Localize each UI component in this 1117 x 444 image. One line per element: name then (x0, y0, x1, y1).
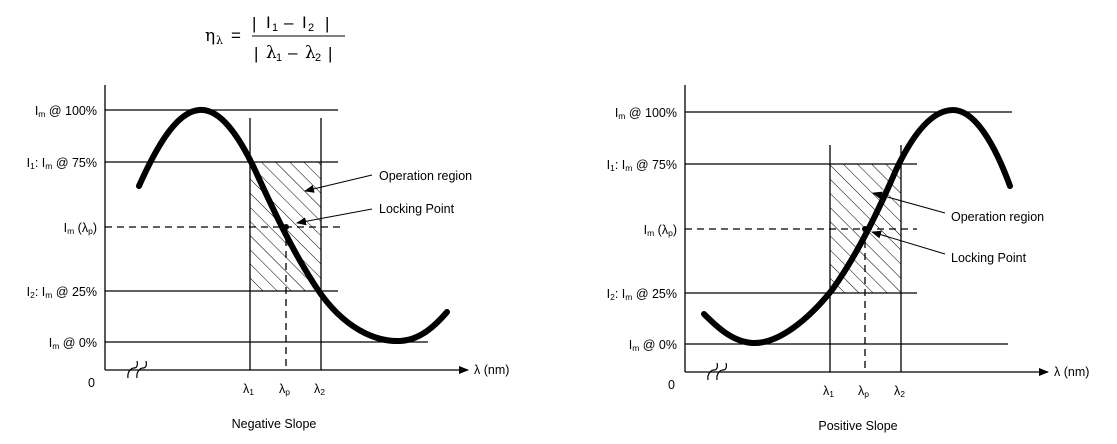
level-label-0: Im @ 0% (629, 338, 677, 353)
numerator-minus: – (284, 13, 294, 32)
tick-label-lambda-p: λp (858, 384, 869, 399)
formula-lhs-symbol: η (205, 26, 215, 46)
panel-negative-slope: Operation region Locking Point Im @ 100%… (27, 85, 509, 431)
numerator-term-a: I (266, 13, 271, 32)
operation-region-arrow (872, 191, 946, 214)
level-label-25: I2: Im @ 25% (607, 287, 677, 302)
level-label-75: I1: Im @ 75% (27, 156, 97, 171)
numerator-bar-left: | (252, 14, 256, 33)
x-axis-label: λ (nm) (1054, 365, 1089, 379)
numerator-term-b-sub: 2 (308, 22, 314, 34)
tick-label-lambda2: λ2 (314, 382, 325, 397)
tick-label-lambda1: λ1 (243, 382, 254, 397)
operation-region-label: Operation region (379, 169, 472, 183)
numerator-term-a-sub: 1 (272, 22, 278, 34)
formula-equals: = (231, 26, 241, 45)
locking-point-arrow (296, 208, 373, 226)
level-label-75: I1: Im @ 75% (607, 158, 677, 173)
level-label-0: Im @ 0% (49, 336, 97, 351)
level-label-lambda-p: Im (λp) (64, 221, 97, 236)
denominator-term-a: λ (266, 43, 277, 63)
denominator-minus: – (288, 43, 298, 62)
response-curve (701, 106, 1013, 347)
denominator-bar-right: | (328, 44, 332, 63)
locking-point-label: Locking Point (379, 202, 455, 216)
locking-point-marker (862, 226, 868, 232)
level-label-100: Im @ 100% (615, 106, 677, 121)
locking-point-arrow (871, 230, 946, 255)
level-label-100: Im @ 100% (35, 104, 97, 119)
numerator-term-b: I (302, 13, 307, 32)
axis-break-mark-2 (716, 362, 727, 381)
panel-positive-slope: Operation region Locking Point Im @ 100%… (607, 85, 1089, 433)
axis-break-mark-1 (707, 362, 718, 381)
locking-point-marker (283, 224, 289, 230)
denominator-bar-left: | (254, 44, 258, 63)
tick-label-lambda1: λ1 (823, 384, 834, 399)
denominator-term-a-sub: 1 (276, 52, 282, 64)
denominator-term-b: λ (305, 43, 316, 63)
operation-region-arrow (304, 174, 373, 193)
operation-region-label: Operation region (951, 210, 1044, 224)
level-label-25: I2: Im @ 25% (27, 285, 97, 300)
axis-break-mark-2 (136, 360, 147, 379)
panel-caption: Negative Slope (232, 417, 317, 431)
formula-denominator: | λ 1 – λ 2 | (254, 43, 332, 64)
axis-break-mark-1 (127, 360, 138, 379)
formula-numerator: | I 1 – I 2 | (252, 13, 329, 34)
level-label-lambda-p: Im (λp) (644, 223, 677, 238)
panel-caption: Positive Slope (818, 419, 897, 433)
numerator-bar-right: | (325, 14, 329, 33)
origin-label: 0 (668, 378, 675, 392)
tick-label-lambda2: λ2 (894, 384, 905, 399)
origin-label: 0 (88, 376, 95, 390)
response-curve (136, 106, 450, 345)
formula-lhs-sub: λ (216, 34, 223, 47)
tick-label-lambda-p: λp (279, 382, 290, 397)
locking-point-label: Locking Point (951, 251, 1027, 265)
efficiency-formula: η λ = | I 1 – I 2 | | λ 1 – λ 2 | (205, 13, 345, 64)
denominator-term-b-sub: 2 (315, 52, 321, 64)
x-axis-label: λ (nm) (474, 363, 509, 377)
